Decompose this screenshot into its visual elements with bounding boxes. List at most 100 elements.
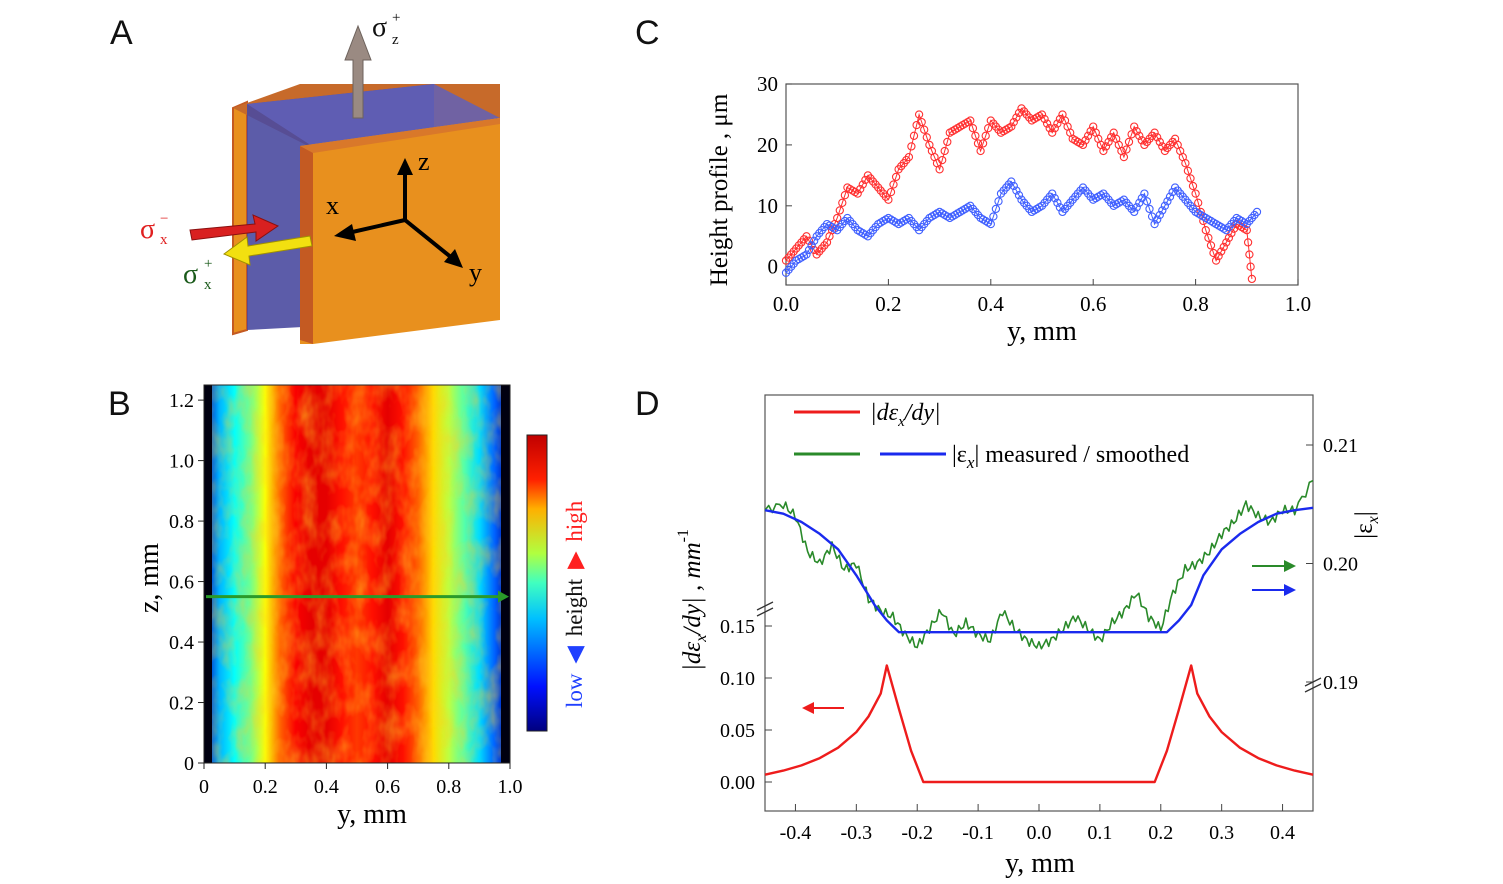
- panel-c-axes: 0.0 0.2 0.4 0.6 0.8 1.0 0 10 20 30: [757, 72, 1311, 316]
- panel-c-point: [840, 191, 850, 200]
- panel-c-point: [1252, 207, 1262, 217]
- panel-c-point: [858, 180, 867, 189]
- colorbar-height: height: [562, 578, 587, 636]
- panel-c-point: [966, 116, 975, 125]
- panel-c-point: [1132, 127, 1141, 136]
- panel-c-point: [907, 142, 916, 151]
- panel-d-right-ytick-label: 0.21: [1323, 435, 1358, 457]
- panel-c-point: [920, 125, 929, 134]
- heatmap-edge-left: [204, 385, 212, 763]
- panel-d-series-line-0: [764, 664, 1314, 784]
- panel-d-xtick-label: -0.2: [901, 822, 933, 844]
- panel-b-ylabel: z, mm: [134, 543, 165, 613]
- panel-c-point: [891, 172, 901, 182]
- axes-triad: [334, 158, 463, 268]
- panel-c-point: [978, 139, 988, 148]
- panel-c-point: [1009, 117, 1018, 127]
- panel-c-point: [802, 232, 811, 241]
- sigma-x-minus-sub: x: [160, 232, 168, 248]
- panel-b-ytick-label: 1.2: [169, 390, 194, 412]
- panel-d-left-ytick-label: 0.05: [720, 720, 755, 742]
- colorbar-label: low ◀ height ▶ high: [562, 500, 587, 708]
- panel-c-point: [984, 124, 993, 133]
- panel-c-point: [1135, 198, 1144, 207]
- panel-c-point: [1155, 137, 1164, 147]
- panel-d-left-ytick-label: 0.10: [720, 668, 755, 690]
- panel-c-xtick-label: 1.0: [1285, 292, 1311, 316]
- panel-b-xtick-label: 0.2: [253, 776, 278, 798]
- panel-c-point: [1246, 262, 1255, 271]
- axis-break-left: [756, 601, 774, 617]
- axis-break-right: [1304, 677, 1322, 693]
- panel-d-xtick-label: 0.2: [1148, 822, 1173, 844]
- panel-c-point: [904, 152, 914, 162]
- sigma-z-label: σ: [372, 12, 387, 43]
- colorbar-high: high: [562, 500, 587, 541]
- panel-c-point: [1132, 203, 1141, 212]
- panel-b-frame: [203, 384, 511, 764]
- panel-d-left-ytick-label: 0.00: [720, 772, 755, 794]
- panel-d-xtick-label: -0.3: [840, 822, 872, 844]
- colorbar-up-arrow: ▶: [562, 551, 587, 569]
- sigma-x-plus-arrow: [222, 235, 313, 266]
- panel-d-ylabel-left: |dεx/dy| , mm-1: [675, 529, 710, 671]
- panel-c-point: [1188, 181, 1198, 191]
- panel-d-right-ytick-label: 0.20: [1323, 554, 1358, 576]
- panel-c-point: [835, 206, 844, 215]
- panel-c-point: [1194, 198, 1203, 207]
- panel-d-xtick-label: -0.1: [962, 822, 994, 844]
- panel-b-axes: 0 0.2 0.4 0.6 0.8 1.0 0 0.2 0.4 0.6 0.8 1.0 1.2: [169, 384, 523, 798]
- panel-c-point: [1214, 251, 1223, 261]
- panel-c-frame: [785, 83, 1299, 286]
- panel-c-point: [1012, 113, 1021, 122]
- panel-b-heatmap: [204, 385, 510, 763]
- panel-c-point: [1183, 166, 1193, 175]
- panel-c-xtick-label: 0.6: [1080, 292, 1106, 316]
- colorbar-low: low: [562, 673, 587, 708]
- panel-c-point: [1201, 226, 1210, 235]
- panel-c-point: [807, 241, 816, 250]
- panel-d-left-ytick-label: 0.15: [720, 616, 755, 638]
- panel-c-point: [935, 165, 944, 174]
- sigma-x-plus-label: σ: [183, 259, 198, 290]
- panel-c-point: [1007, 122, 1016, 131]
- panel-d-xtick-label: 0.4: [1270, 822, 1295, 844]
- panel-c-point: [861, 175, 870, 185]
- panel-c-point: [1130, 122, 1139, 131]
- panel-d-series-line-1: [764, 479, 1314, 650]
- panel-c-point: [804, 236, 814, 245]
- panel-b-ytick-label: 1.0: [169, 451, 194, 473]
- scan-line-arrowhead: [498, 590, 509, 603]
- panel-c-point: [1055, 203, 1065, 212]
- panel-c-point: [1101, 142, 1111, 151]
- panel-c-ylabel: Height profile , μm: [706, 93, 733, 286]
- panel-c-point: [838, 198, 847, 207]
- panel-c-point: [1204, 233, 1213, 242]
- panel-c-point: [1012, 186, 1021, 195]
- panel-c-point: [1158, 142, 1167, 151]
- panel-a-schematic: [189, 24, 500, 344]
- panel-c-ytick-label: 20: [757, 133, 778, 157]
- panel-c-point: [1158, 206, 1167, 215]
- panel-c-point: [938, 155, 947, 165]
- panel-c-point: [940, 146, 949, 156]
- panel-c-point: [1117, 197, 1126, 206]
- heatmap-speckle-red: [204, 385, 510, 763]
- sigma-z-arrow: [344, 24, 372, 119]
- panel-d-series-line-2: [764, 506, 1314, 634]
- panel-c-point: [1181, 159, 1190, 168]
- front-top-edge: [300, 118, 500, 153]
- panel-c-point: [943, 137, 952, 147]
- panel-d-series: [764, 479, 1314, 784]
- panel-c-point: [991, 204, 1001, 214]
- panel-c-point: [1014, 108, 1024, 118]
- left-slab: [232, 100, 248, 336]
- panel-b-ytick-label: 0.2: [169, 693, 194, 715]
- panel-b-ytick-label: 0.8: [169, 511, 194, 533]
- panel-c-point: [1042, 119, 1052, 128]
- panel-c-point: [1055, 114, 1065, 124]
- panel-c-point: [994, 197, 1003, 206]
- panel-c-series: [781, 104, 1262, 284]
- panel-c-xtick-label: 0.2: [875, 292, 901, 316]
